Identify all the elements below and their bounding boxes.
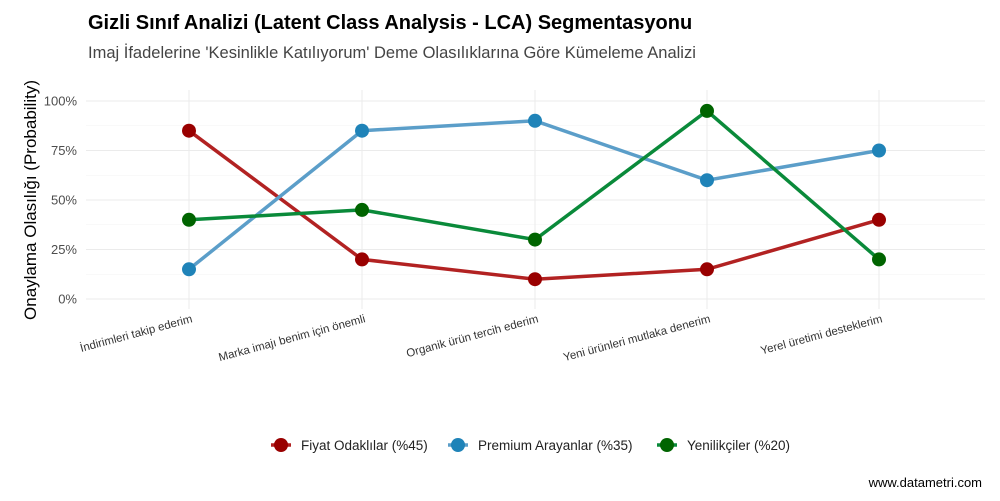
data-point: [872, 252, 886, 267]
y-tick-label: 75%: [51, 143, 77, 158]
data-point: [182, 123, 196, 138]
x-ticks: İndirimleri takip ederim Marka imajı beni…: [79, 312, 884, 364]
data-point: [872, 212, 886, 227]
legend: Fiyat Odaklılar (%45) Premium Arayanlar (…: [271, 438, 790, 453]
data-point: [700, 262, 714, 277]
y-ticks: 0% 25% 50% 75% 100%: [44, 94, 78, 307]
series-2: [182, 103, 886, 267]
caption: www.datametri.com: [868, 475, 982, 490]
data-point: [182, 212, 196, 227]
data-point: [528, 232, 542, 247]
chart-subtitle: Imaj İfadelerine 'Kesinlikle Katılıyorum…: [88, 43, 696, 62]
y-tick-label: 100%: [44, 94, 78, 109]
x-tick-label: İndirimleri takip ederim: [79, 312, 194, 354]
data-point: [700, 173, 714, 188]
y-tick-label: 0%: [58, 292, 77, 307]
legend-label: Yenilikçiler (%20): [687, 438, 790, 453]
legend-key-point: [451, 438, 465, 452]
series: [182, 103, 886, 287]
data-point: [355, 202, 369, 217]
legend-item: Yenilikçiler (%20): [657, 438, 790, 453]
series-0: [182, 123, 886, 287]
data-point: [528, 272, 542, 287]
data-point: [355, 252, 369, 267]
data-point: [355, 123, 369, 138]
series-1: [182, 113, 886, 277]
legend-label: Fiyat Odaklılar (%45): [301, 438, 428, 453]
y-tick-label: 25%: [51, 242, 77, 257]
y-tick-label: 50%: [51, 193, 77, 208]
series-line: [187, 119, 880, 271]
x-tick-label: Yerel üretimi desteklerim: [759, 313, 883, 357]
data-point: [182, 262, 196, 277]
data-point: [872, 143, 886, 158]
legend-key-point: [660, 438, 674, 452]
x-tick-label: Organik ürün tercih ederim: [405, 313, 540, 360]
chart-title: Gizli Sınıf Analizi (Latent Class Analys…: [88, 12, 692, 34]
x-tick-label: Yeni ürünleri mutlaka denerim: [562, 313, 712, 364]
y-axis-label: Onaylama Olasılığı (Probability): [21, 80, 40, 320]
legend-item: Fiyat Odaklılar (%45): [271, 438, 428, 453]
data-point: [700, 103, 714, 118]
legend-key-point: [274, 438, 288, 452]
x-tick-label: Marka imajı benim için önemli: [217, 313, 366, 364]
legend-item: Premium Arayanlar (%35): [448, 438, 633, 453]
data-point: [528, 113, 542, 128]
series-line: [187, 129, 880, 281]
legend-label: Premium Arayanlar (%35): [478, 438, 633, 453]
